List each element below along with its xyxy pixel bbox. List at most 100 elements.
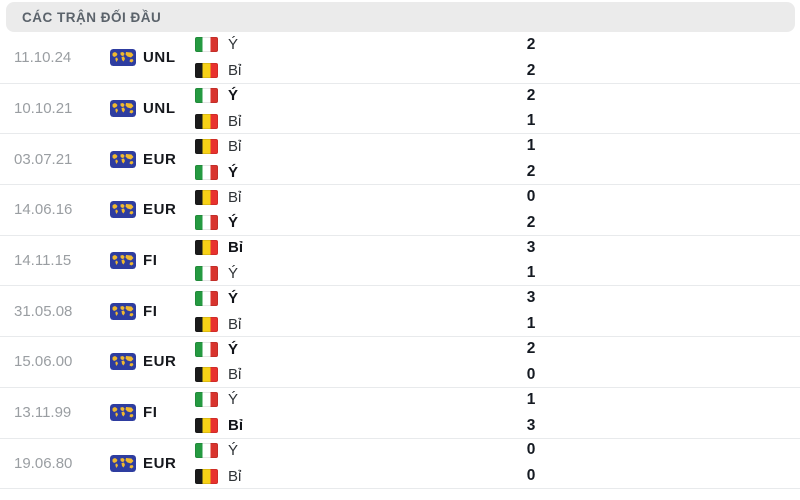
competition-label: UNL <box>143 100 176 118</box>
team-name: Ý <box>228 214 239 232</box>
competition-cell: UNL <box>110 100 195 118</box>
team-score: 1 <box>526 112 536 130</box>
italy-flag <box>195 215 218 231</box>
team-line: Bỉ 2 <box>195 58 543 84</box>
belgium-flag <box>195 316 218 332</box>
italy-flag <box>195 164 218 180</box>
italy-flag <box>195 442 218 458</box>
team-score: 0 <box>526 467 536 485</box>
team-line: Bỉ 1 <box>195 311 543 337</box>
match-date: 11.10.24 <box>14 49 72 67</box>
team-line: Bỉ 0 <box>195 362 543 388</box>
italy-flag <box>195 88 218 104</box>
team-score: 1 <box>526 390 536 408</box>
team-pair: Bỉ 0 Ý 2 <box>195 184 543 236</box>
team-name: Ý <box>228 289 239 307</box>
team-pair: Ý 2 Bỉ 2 <box>195 32 543 84</box>
team-pair: Ý 1 Bỉ 3 <box>195 387 543 439</box>
team-score: 3 <box>526 416 536 434</box>
team-name: Ý <box>228 87 239 105</box>
team-line: Bỉ 1 <box>195 133 543 159</box>
match-date: 14.06.16 <box>14 201 73 219</box>
team-name: Ý <box>228 391 239 409</box>
competition-cell: UNL <box>110 49 195 67</box>
competition-label: UNL <box>143 49 176 67</box>
team-name: Bỉ <box>228 417 243 435</box>
competition-icon <box>110 302 136 320</box>
match-row: 14.11.15 FI Bỉ 3 <box>0 236 800 287</box>
team-name: Bỉ <box>228 137 242 155</box>
italy-flag <box>195 265 218 281</box>
team-name: Ý <box>228 163 239 181</box>
team-pair: Bỉ 3 Ý 1 <box>195 235 543 287</box>
team-score: 2 <box>526 163 536 181</box>
match-list: 11.10.24 UNL Ý 2 <box>0 32 800 490</box>
team-score: 1 <box>526 315 536 333</box>
team-line: Ý 2 <box>195 210 543 236</box>
italy-flag <box>195 392 218 408</box>
belgium-flag <box>195 63 218 79</box>
team-score: 1 <box>526 264 536 282</box>
team-score: 2 <box>526 86 536 104</box>
competition-cell: FI <box>110 302 195 320</box>
section-title: CÁC TRẬN ĐỐI ĐẦU <box>22 9 162 25</box>
team-name: Bỉ <box>228 366 242 384</box>
team-name: Ý <box>228 340 239 358</box>
competition-icon <box>110 49 136 67</box>
belgium-flag <box>195 240 218 256</box>
team-pair: Bỉ 1 Ý 2 <box>195 133 543 185</box>
team-name: Bỉ <box>228 467 242 485</box>
competition-icon <box>110 201 136 219</box>
competition-icon <box>110 100 136 118</box>
italy-flag <box>195 37 218 53</box>
competition-cell: FI <box>110 252 195 270</box>
competition-cell: EUR <box>110 201 195 219</box>
belgium-flag <box>195 468 218 484</box>
match-row: 10.10.21 UNL Ý 2 <box>0 84 800 135</box>
belgium-flag <box>195 418 218 434</box>
match-date: 10.10.21 <box>14 100 73 118</box>
team-line: Ý 2 <box>195 32 543 58</box>
team-score: 0 <box>526 365 536 383</box>
team-name: Bỉ <box>228 239 243 257</box>
team-pair: Ý 3 Bỉ 1 <box>195 285 543 337</box>
team-pair: Ý 2 Bỉ 0 <box>195 336 543 388</box>
competition-icon <box>110 353 136 371</box>
team-pair: Ý 2 Bỉ 1 <box>195 83 543 135</box>
team-score: 0 <box>526 188 536 205</box>
match-row: 31.05.08 FI Ý 3 <box>0 285 800 338</box>
team-score: 2 <box>526 213 536 231</box>
competition-label: FI <box>143 302 158 320</box>
belgium-flag <box>195 113 218 129</box>
match-row: 19.06.80 EUR Ý 0 <box>0 439 800 490</box>
competition-cell: EUR <box>110 353 195 371</box>
team-line: Ý 2 <box>195 336 543 362</box>
match-date: 31.05.08 <box>14 302 73 320</box>
match-date: 15.06.00 <box>14 353 73 371</box>
team-score: 3 <box>526 289 536 307</box>
team-line: Ý 2 <box>195 159 543 185</box>
team-line: Bỉ 3 <box>195 235 543 261</box>
competition-label: EUR <box>143 353 177 371</box>
italy-flag <box>195 290 218 306</box>
competition-label: EUR <box>143 201 177 219</box>
team-line: Bỉ 1 <box>195 109 543 135</box>
team-pair: Ý 0 Bỉ 0 <box>195 438 543 490</box>
competition-label: FI <box>143 252 158 270</box>
competition-icon <box>110 404 136 422</box>
team-line: Ý 3 <box>195 285 543 311</box>
belgium-flag <box>195 367 218 383</box>
belgium-flag <box>195 189 218 205</box>
match-date: 19.06.80 <box>14 454 73 472</box>
team-name: Ý <box>228 264 239 282</box>
team-line: Ý 2 <box>195 83 543 109</box>
team-score: 0 <box>526 441 536 459</box>
competition-cell: EUR <box>110 454 195 472</box>
team-score: 1 <box>526 137 536 155</box>
team-name: Bỉ <box>228 315 242 333</box>
match-row: 14.06.16 EUR Bỉ 0 <box>0 185 800 236</box>
team-score: 3 <box>526 238 536 256</box>
match-row: 13.11.99 FI Ý 1 <box>0 388 800 439</box>
match-date: 03.07.21 <box>14 150 73 168</box>
